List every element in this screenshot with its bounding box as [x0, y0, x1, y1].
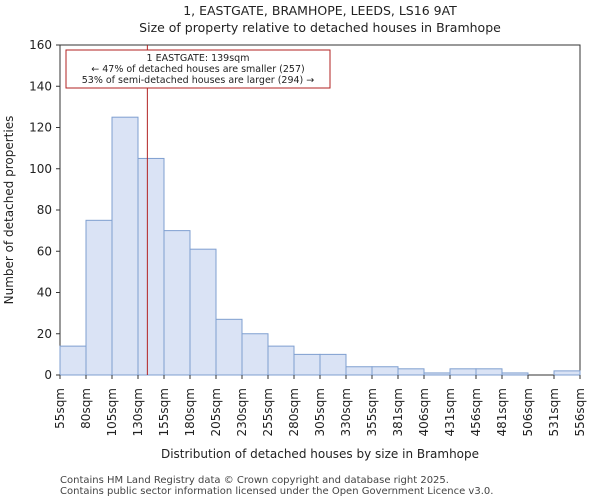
x-tick-label: 456sqm: [469, 388, 483, 436]
y-tick-label: 100: [29, 162, 52, 176]
annotation-frame: [65, 49, 331, 89]
bar-155sqm: [163, 230, 191, 376]
annotation-line-1: 1 EASTGATE: 139sqm: [147, 53, 250, 64]
y-axis-ticks: 0 20 40 60 80 100 120 140 160: [29, 38, 60, 382]
bar-130sqm: [137, 157, 165, 376]
y-tick-label: 20: [37, 327, 52, 341]
bars: [59, 116, 581, 376]
x-tick-label: 280sqm: [287, 388, 301, 436]
bar-230sqm: [241, 333, 269, 376]
chart-subtitle: Size of property relative to detached ho…: [139, 20, 501, 35]
y-axis-label: Number of detached properties: [2, 116, 16, 305]
x-tick-label: 180sqm: [183, 388, 197, 436]
y-tick-label: 160: [29, 38, 52, 52]
x-tick-label: 355sqm: [365, 388, 379, 436]
bar-55sqm: [59, 345, 87, 376]
x-tick-label: 431sqm: [443, 388, 457, 436]
bar-205sqm: [215, 318, 243, 376]
bar-305sqm: [319, 353, 347, 376]
y-tick-label: 60: [37, 244, 52, 258]
x-tick-label: 330sqm: [339, 388, 353, 436]
bar-406sqm: [423, 372, 451, 376]
x-tick-label: 80sqm: [79, 388, 93, 429]
bar-280sqm: [293, 353, 321, 376]
annotation-line-3: 53% of semi-detached houses are larger (…: [82, 75, 315, 86]
annotation-line-2: ← 47% of detached houses are smaller (25…: [91, 64, 304, 75]
bar-105sqm: [111, 116, 139, 376]
x-tick-label: 155sqm: [157, 388, 171, 436]
x-tick-label: 255sqm: [261, 388, 275, 436]
x-tick-label: 506sqm: [521, 388, 535, 436]
x-tick-label: 556sqm: [573, 388, 587, 436]
bar-531sqm: [553, 370, 581, 376]
y-tick-label: 140: [29, 79, 52, 93]
x-tick-label: 130sqm: [131, 388, 145, 436]
bar-355sqm: [371, 366, 399, 376]
bar-481sqm: [501, 372, 529, 376]
y-tick-label: 80: [37, 203, 52, 217]
bar-180sqm: [189, 248, 217, 376]
y-tick-label: 0: [44, 368, 52, 382]
x-tick-label: 381sqm: [391, 388, 405, 436]
x-axis-ticks: 55sqm 80sqm 105sqm 130sqm 155sqm 180sqm 205sqm…: [53, 375, 587, 436]
bar-80sqm: [85, 219, 113, 376]
bar-381sqm: [397, 368, 425, 376]
x-tick-label: 406sqm: [417, 388, 431, 436]
x-tick-label: 230sqm: [235, 388, 249, 436]
bar-255sqm: [267, 345, 295, 376]
bar-330sqm: [345, 366, 373, 376]
x-axis-label: Distribution of detached houses by size …: [161, 447, 479, 461]
annotation-box: 1 EASTGATE: 139sqm ← 47% of detached hou…: [65, 49, 331, 89]
y-tick-label: 120: [29, 121, 52, 135]
x-tick-label: 55sqm: [53, 388, 67, 429]
bar-456sqm: [475, 368, 503, 376]
x-tick-label: 481sqm: [495, 388, 509, 436]
x-tick-label: 305sqm: [313, 388, 327, 436]
chart-title: 1, EASTGATE, BRAMHOPE, LEEDS, LS16 9AT: [183, 3, 457, 18]
y-tick-label: 40: [37, 286, 52, 300]
x-tick-label: 531sqm: [547, 388, 561, 436]
footer-line-1: Contains HM Land Registry data © Crown c…: [60, 475, 449, 486]
footer-line-2: Contains public sector information licen…: [60, 486, 493, 497]
x-tick-label: 105sqm: [105, 388, 119, 436]
plot-area: 0 20 40 60 80 100 120 140 160 55sqm 80sqm 105sqm 13…: [29, 38, 587, 436]
x-tick-label: 205sqm: [209, 388, 223, 436]
bar-431sqm: [449, 368, 477, 376]
